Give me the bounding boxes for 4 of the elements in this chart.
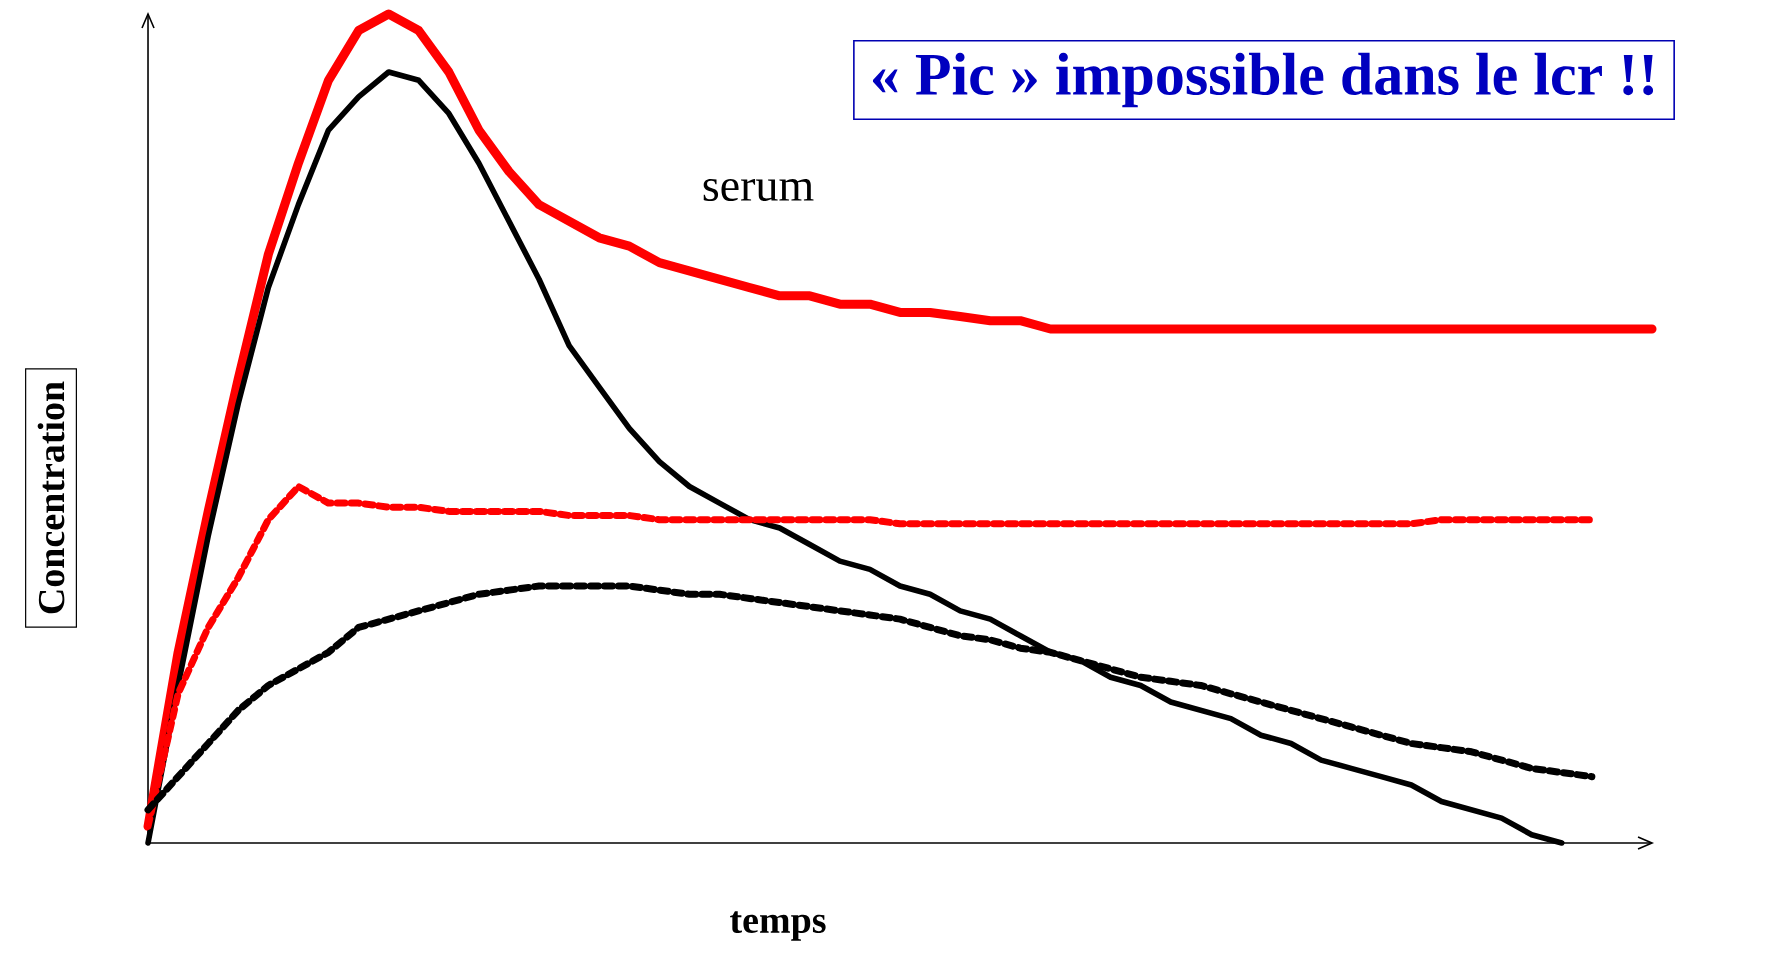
text: « Pic » impossible dans le lcr !! <box>872 52 1654 108</box>
y-axis-title: Concentration <box>37 381 65 614</box>
x-axis-title: temps <box>730 911 826 941</box>
annotation: serum <box>703 178 814 202</box>
